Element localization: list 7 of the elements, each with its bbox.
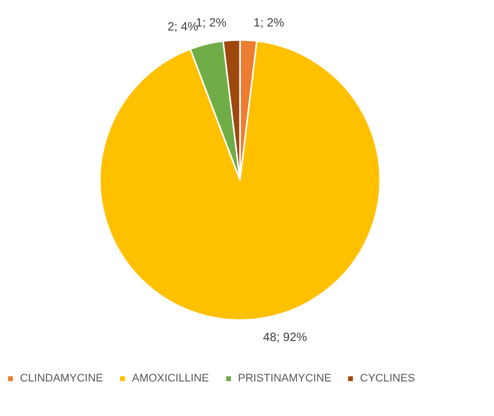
data-label: 1; 2% <box>254 15 285 30</box>
legend-label: CLINDAMYCINE <box>20 372 104 385</box>
legend-label: PRISTINAMYCINE <box>238 372 332 385</box>
data-label: 48; 92% <box>263 330 308 344</box>
legend-label: CYCLINES <box>360 372 416 385</box>
legend-label: AMOXICILLINE <box>132 372 210 385</box>
pie-slice <box>99 40 381 321</box>
